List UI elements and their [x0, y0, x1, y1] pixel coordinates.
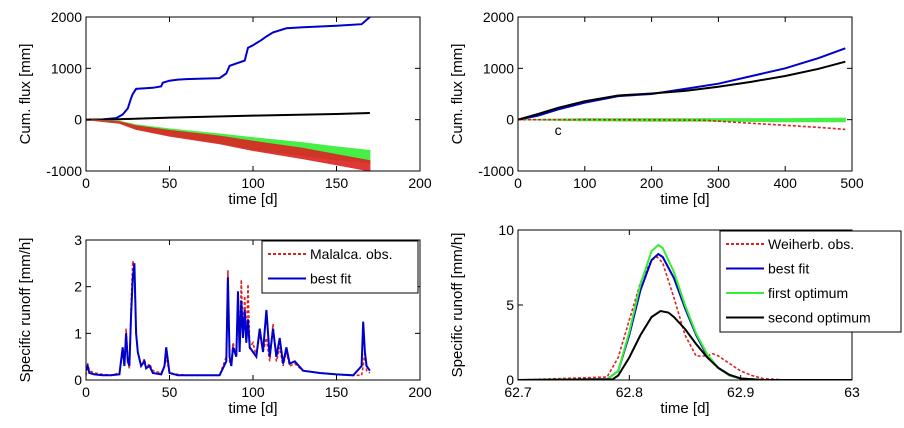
legend-entry-3: second optimum [768, 310, 871, 326]
y-tick-label: 10 [498, 222, 514, 238]
y-tick-label: 0 [74, 372, 82, 388]
series-line-1 [86, 112, 370, 121]
x-tick-label: 0 [82, 175, 90, 191]
x-tick-label: 50 [162, 175, 178, 191]
series-line-1 [86, 263, 371, 377]
x-tick-label: 200 [408, 175, 432, 191]
series-band-2 [518, 117, 846, 123]
legend-box [261, 240, 419, 294]
x-tick-label: 200 [640, 175, 664, 191]
x-axis-label: time [d] [228, 400, 277, 417]
y-tick-label: 2000 [483, 9, 514, 25]
series-line-0 [518, 47, 846, 121]
x-tick-label: 500 [840, 175, 864, 191]
x-tick-label: 100 [573, 175, 597, 191]
legend: Weiherb. obs. best fit first optimum second… [719, 230, 902, 333]
legend-entry-2: first optimum [768, 285, 848, 301]
x-tick-label: 150 [325, 384, 349, 400]
y-tick-label: 1000 [51, 60, 82, 76]
x-tick-label: 0 [82, 384, 90, 400]
x-tick-label: 200 [408, 384, 432, 400]
x-tick-label: 100 [241, 384, 265, 400]
panel-bottom-right-specific-runoff: 62.7 62.8 62.9 63 0 5 10 time [d] Specific runof… [449, 222, 902, 417]
series-line-0 [518, 256, 852, 380]
series-line-0 [86, 17, 371, 121]
y-tick-label: 1000 [483, 60, 514, 76]
x-tick-label: 62.9 [727, 384, 754, 400]
x-tick-label: 300 [707, 175, 731, 191]
x-axis-label: time [d] [660, 400, 709, 417]
y-axis-label: Cum. flux [mm] [449, 44, 466, 145]
y-tick-label: 1 [74, 325, 82, 341]
y-tick-label: 2000 [51, 9, 82, 25]
y-tick-label: 0 [506, 112, 514, 128]
y-tick-label: 0 [506, 372, 514, 388]
series-group [86, 260, 371, 377]
x-tick-label: 62.7 [504, 384, 531, 400]
series-line-1 [518, 60, 846, 121]
y-tick-label: 2 [74, 279, 82, 295]
y-tick-label: 0 [74, 112, 82, 128]
y-tick-label: -1000 [46, 163, 82, 179]
panel-bottom-left-specific-runoff: 0 50 100 150 200 0 1 2 3 time [d] Specific runoff … [17, 232, 432, 417]
legend-entry-1: best fit [768, 261, 809, 277]
annotation-label: c [555, 122, 562, 138]
y-tick-label: -1000 [478, 163, 514, 179]
y-axis-label: Cum. flux [mm] [17, 44, 34, 145]
legend-box [719, 230, 902, 333]
legend-entry-1: best fit [310, 271, 351, 287]
x-tick-label: 50 [162, 384, 178, 400]
legend-entry-0: Malalca. obs. [310, 246, 392, 262]
series-line-3 [518, 118, 846, 131]
x-tick-label: 62.8 [616, 384, 643, 400]
series-group [518, 243, 852, 380]
y-axis-label: Specific runoff [mm/h] [449, 233, 466, 378]
y-tick-label: 3 [74, 232, 82, 248]
x-tick-label: 63 [844, 384, 860, 400]
axes-box [517, 16, 853, 172]
series-line-3 [518, 309, 852, 380]
series-group [86, 17, 371, 171]
series-band-3 [86, 119, 371, 171]
x-tick-label: 150 [325, 175, 349, 191]
legend-entry-0: Weiherb. obs. [768, 236, 854, 252]
x-axis-label: time [d] [228, 191, 277, 208]
x-tick-label: 400 [774, 175, 798, 191]
series-group [518, 47, 846, 131]
x-axis-label: time [d] [660, 191, 709, 208]
x-tick-label: 100 [241, 175, 265, 191]
y-axis-label: Specific runoff [mm/h] [17, 238, 34, 383]
y-tick-label: 5 [506, 297, 514, 313]
legend: Malalca. obs. best fit [261, 240, 419, 294]
x-tick-label: 0 [514, 175, 522, 191]
